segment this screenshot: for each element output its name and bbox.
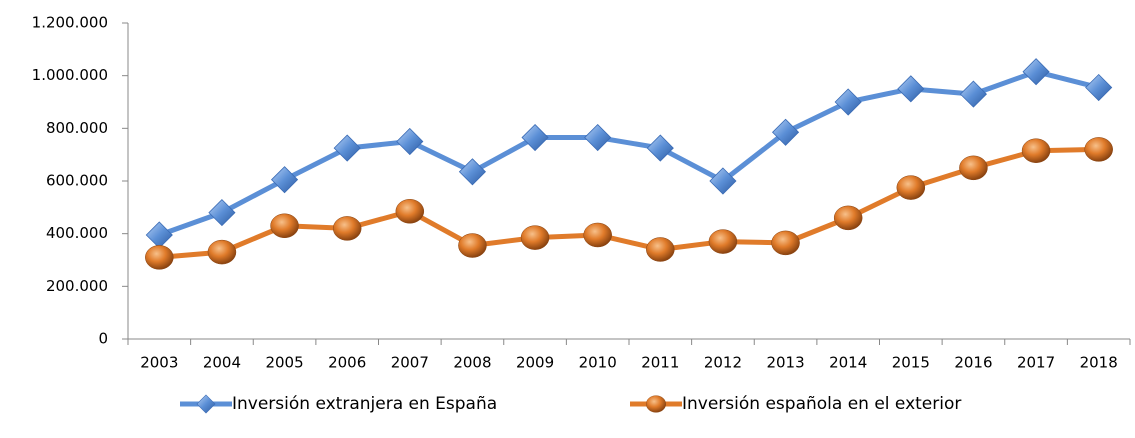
marker <box>521 123 549 152</box>
marker <box>458 158 487 186</box>
legend-marker <box>196 394 216 414</box>
marker <box>583 222 612 248</box>
marker <box>708 229 738 254</box>
series-line <box>158 69 1100 238</box>
marker <box>395 199 425 224</box>
marker <box>584 123 612 152</box>
marker <box>771 230 800 256</box>
marker <box>207 239 237 265</box>
x-tick-label: 2006 <box>328 354 366 372</box>
y-tick-label: 600.000 <box>46 172 108 190</box>
marker <box>396 127 424 156</box>
marker <box>270 213 299 239</box>
marker <box>896 175 926 200</box>
marker <box>897 75 925 103</box>
x-tick-label: 2010 <box>579 354 617 372</box>
marker <box>1084 137 1113 162</box>
x-tick-label: 2015 <box>892 354 930 372</box>
y-tick-label: 1.200.000 <box>32 14 108 32</box>
x-tick-label: 2007 <box>391 354 429 372</box>
x-tick-label: 2011 <box>641 354 679 372</box>
y-tick-label: 200.000 <box>46 277 108 295</box>
x-tick-label: 2004 <box>203 354 241 372</box>
x-tick-label: 2014 <box>829 354 867 372</box>
x-tick-label: 2013 <box>766 354 804 372</box>
x-tick-label: 2016 <box>954 354 992 372</box>
marker <box>458 233 487 258</box>
marker <box>834 88 862 116</box>
marker <box>145 221 173 249</box>
marker <box>709 167 737 195</box>
marker <box>333 134 361 162</box>
x-tick-label: 2009 <box>516 354 554 372</box>
marker <box>208 199 236 227</box>
x-tick-label: 2017 <box>1017 354 1055 372</box>
y-tick-label: 1.000.000 <box>32 66 108 84</box>
y-tick-label: 400.000 <box>46 224 108 242</box>
y-tick-label: 0 <box>98 330 108 348</box>
legend-label: Inversión española en el exterior <box>682 394 961 414</box>
x-tick-label: 2012 <box>704 354 742 372</box>
marker <box>646 134 674 162</box>
x-tick-label: 2005 <box>265 354 303 372</box>
marker <box>145 245 174 270</box>
marker <box>1021 138 1051 163</box>
marker <box>270 166 299 194</box>
marker <box>771 118 800 146</box>
marker <box>833 205 863 231</box>
marker <box>959 155 988 181</box>
marker <box>520 225 550 250</box>
marker <box>1085 73 1113 102</box>
marker <box>1022 58 1050 86</box>
series-line <box>159 146 1099 260</box>
marker <box>332 216 362 241</box>
x-tick-label: 2003 <box>140 354 178 372</box>
legend-label: Inversión extranjera en España <box>232 394 497 414</box>
y-tick-label: 800.000 <box>46 119 108 137</box>
x-tick-label: 2008 <box>453 354 491 372</box>
legend-marker <box>646 395 666 413</box>
marker <box>959 80 988 108</box>
x-tick-label: 2018 <box>1080 354 1118 372</box>
marker <box>646 237 675 262</box>
